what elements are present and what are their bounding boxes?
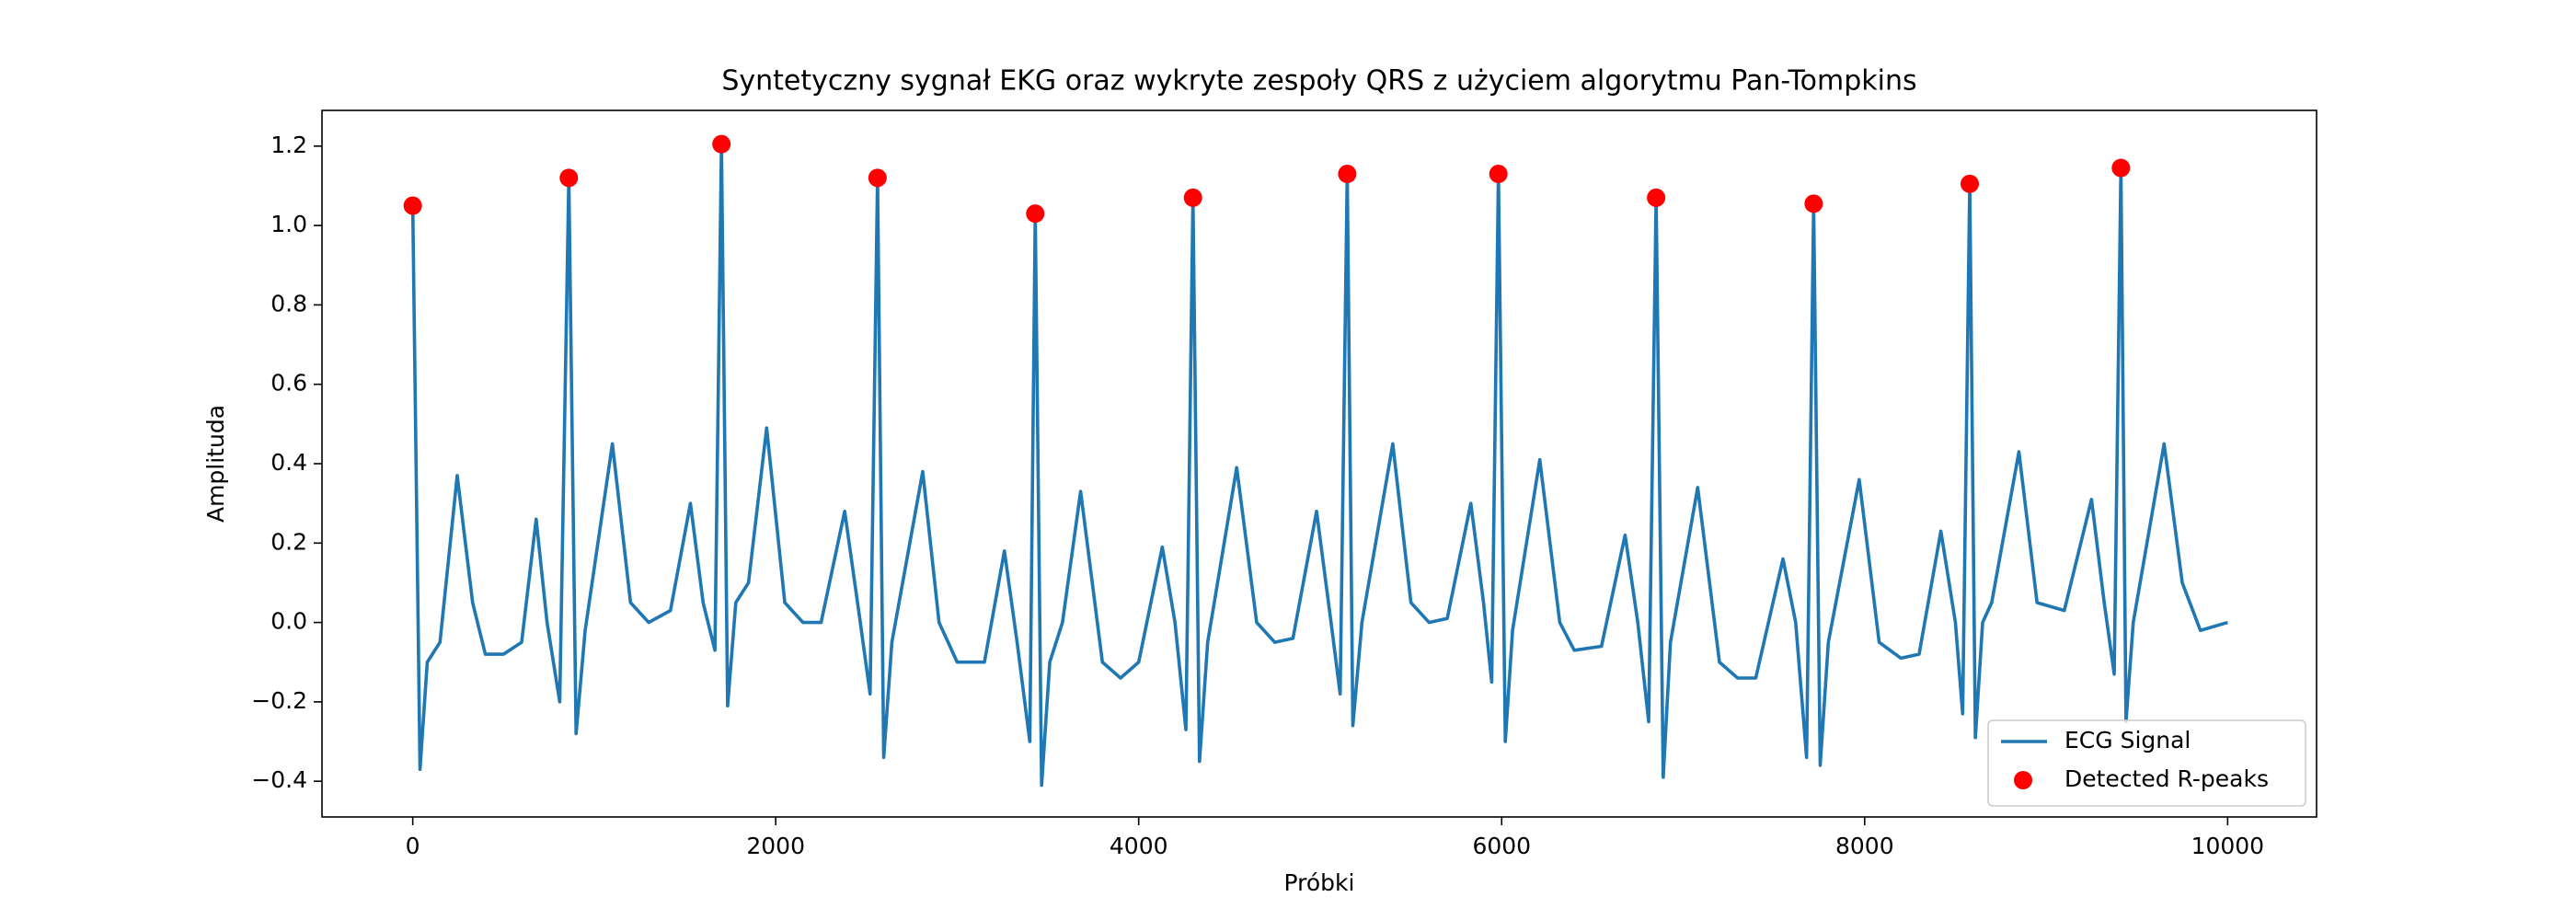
chart-title: Syntetyczny sygnał EKG oraz wykryte zesp… — [721, 65, 1916, 98]
x-tick-label: 2000 — [746, 833, 805, 859]
x-tick-label: 6000 — [1472, 833, 1531, 859]
r-peak-marker — [1961, 174, 1980, 193]
x-tick-label: 4000 — [1110, 833, 1168, 859]
r-peak-marker — [1489, 165, 1508, 184]
r-peak-marker — [403, 196, 422, 215]
x-tick-label: 10000 — [2191, 833, 2265, 859]
r-peak-marker — [1804, 194, 1823, 213]
plot-frame — [321, 109, 2317, 818]
y-tick-label: 0.8 — [270, 290, 307, 316]
legend-marker — [2014, 771, 2032, 789]
x-tick-label: 0 — [406, 833, 420, 859]
y-tick-label: 1.0 — [270, 211, 307, 237]
y-tick-label: −0.2 — [251, 687, 307, 714]
r-peak-marker — [1647, 188, 1666, 207]
plot-area: 0 2000 4000 6000 8000 10000 −0.4 −0.2 0.0 0.2 0.4 0… — [251, 109, 2317, 859]
ecg-line — [410, 142, 2228, 788]
y-tick-label: −0.4 — [251, 766, 307, 793]
legend-label: ECG Signal — [2064, 727, 2191, 753]
y-axis-label: Amplituda — [202, 405, 229, 523]
x-axis-label: Próbki — [1284, 869, 1355, 896]
y-tick-label: 0.4 — [270, 449, 307, 476]
r-peak-marker — [2111, 158, 2131, 178]
y-tick-label: 0.0 — [270, 608, 307, 635]
legend-label: Detected R-peaks — [2064, 765, 2269, 792]
x-tick-label: 8000 — [1835, 833, 1894, 859]
legend-box — [1987, 719, 2306, 807]
r-peak-marker — [559, 168, 579, 188]
r-peak-marker — [712, 134, 731, 154]
r-peak-marker — [1183, 188, 1202, 207]
y-tick-label: 0.2 — [270, 528, 307, 555]
legend: ECG Signal Detected R-peaks — [1987, 719, 2306, 807]
y-tick-label: 1.2 — [270, 132, 307, 158]
y-tick-label: 0.6 — [270, 370, 307, 397]
r-peak-marker — [868, 168, 887, 188]
r-peak-marker — [1026, 204, 1045, 224]
r-peak-marker — [1338, 165, 1357, 184]
